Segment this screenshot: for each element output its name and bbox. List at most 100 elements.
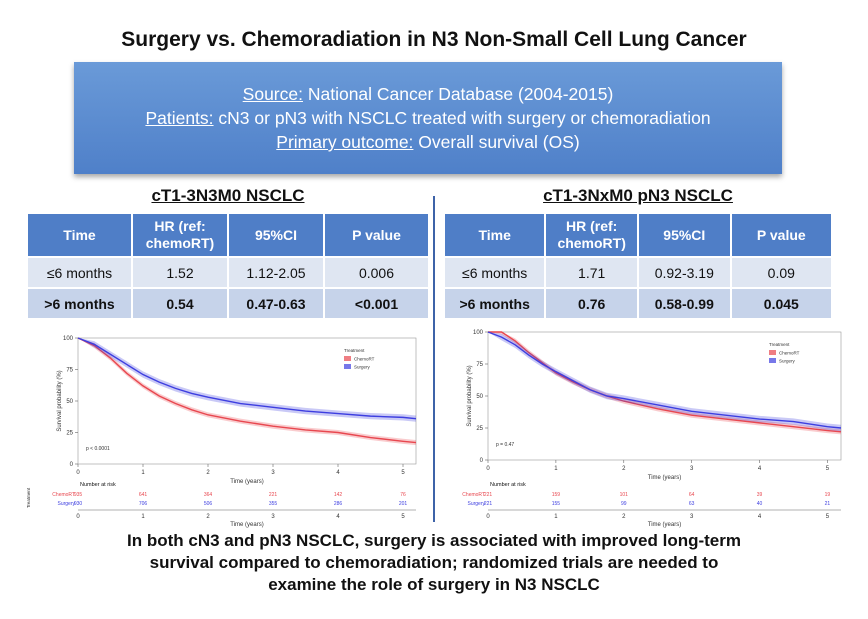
risk-x-tick-label: 0 — [76, 514, 80, 520]
risk-value: 159 — [552, 492, 561, 498]
y-tick-label: 75 — [66, 368, 73, 374]
source-label: Source: — [242, 84, 303, 104]
legend-entry: ChemoRT — [779, 351, 800, 356]
study-summary-banner: Source: National Cancer Database (2004-2… — [74, 62, 782, 174]
table-cell: 0.09 — [730, 256, 831, 288]
risk-x-tick-label: 2 — [206, 514, 210, 520]
risk-x-tick-label: 4 — [336, 514, 340, 520]
risk-value: 221 — [484, 492, 493, 498]
risk-value: 76 — [400, 492, 406, 498]
x-tick-label: 4 — [758, 466, 762, 472]
conclusion-line: examine the role of surgery in N3 NSCLC — [268, 575, 600, 594]
conclusion-line: survival compared to chemoradiation; ran… — [149, 553, 719, 572]
legend-title: Treatment — [344, 348, 365, 353]
table-cell: 1.71 — [545, 256, 639, 288]
risk-value: 221 — [269, 492, 278, 498]
risk-value: 142 — [334, 492, 343, 498]
x-axis-label: Time (years) — [230, 479, 263, 485]
slide-title: Surgery vs. Chemoradiation in N3 Non-Sma… — [121, 28, 747, 51]
risk-value: 506 — [204, 501, 213, 507]
plot-area — [77, 337, 417, 465]
risk-x-tick-label: 1 — [554, 514, 558, 520]
legend-entry: Surgery — [779, 359, 796, 364]
table-cell: 0.47-0.63 — [228, 287, 325, 318]
table-cell: 0.045 — [730, 287, 831, 318]
risk-row-label: ChemoRT — [462, 492, 485, 498]
table-cell: ≤6 months — [445, 256, 547, 288]
panel-pn3: cT1-3NxM0 pN3 NSCLC Time HR (ref: chemoR… — [445, 186, 831, 318]
table-header-row: Time HR (ref: chemoRT) 95%CI P value — [28, 214, 428, 257]
column-header: HR (ref: chemoRT) — [545, 214, 639, 257]
column-header: 95%CI — [637, 214, 732, 257]
table-header-row: Time HR (ref: chemoRT) 95%CI P value — [445, 214, 831, 257]
p-value: p < 0.0001 — [86, 446, 110, 452]
risk-x-tick-label: 1 — [141, 514, 145, 520]
legend-entry: Surgery — [354, 365, 371, 370]
patients-line: Patients: cN3 or pN3 with NSCLC treated … — [74, 106, 782, 130]
survival-curve — [77, 337, 417, 420]
risk-value: 930 — [74, 501, 83, 507]
risk-value: 201 — [399, 501, 408, 507]
risk-value: 221 — [484, 501, 493, 507]
column-header: HR (ref: chemoRT) — [132, 214, 229, 257]
risk-value: 21 — [825, 501, 831, 507]
y-tick-label: 100 — [63, 336, 74, 342]
legend-swatch — [769, 358, 776, 363]
legend-entry: ChemoRT — [354, 357, 375, 362]
x-tick-label: 3 — [271, 470, 275, 476]
plot-area — [487, 331, 842, 461]
column-header: Time — [28, 214, 133, 257]
risk-value: 364 — [204, 492, 213, 498]
risk-value: 641 — [139, 492, 148, 498]
risk-x-axis-label: Time (years) — [648, 522, 681, 528]
risk-value: 706 — [139, 501, 148, 507]
y-axis-label: Survival probability (%) — [57, 370, 63, 431]
table-cell: <0.001 — [324, 287, 428, 318]
risk-x-tick-label: 5 — [826, 514, 830, 520]
hazard-ratio-table: Time HR (ref: chemoRT) 95%CI P value ≤6 … — [445, 214, 831, 318]
y-tick-label: 0 — [480, 458, 484, 464]
conclusion-line: In both cN3 and pN3 NSCLC, surgery is as… — [127, 531, 741, 550]
x-tick-label: 1 — [141, 470, 145, 476]
y-tick-label: 25 — [476, 426, 483, 432]
table-cell: ≤6 months — [28, 256, 133, 288]
table-cell: >6 months — [445, 287, 547, 318]
risk-value: 101 — [620, 492, 629, 498]
legend-swatch — [344, 364, 351, 369]
legend-title: Treatment — [769, 342, 790, 347]
table-cell: 1.12-2.05 — [228, 256, 325, 288]
table-cell: 0.92-3.19 — [637, 256, 732, 288]
patients-text: cN3 or pN3 with NSCLC treated with surge… — [213, 108, 711, 128]
x-tick-label: 2 — [206, 470, 210, 476]
risk-table-title: Number at risk — [490, 482, 526, 488]
risk-x-tick-label: 3 — [271, 514, 275, 520]
risk-x-tick-label: 0 — [486, 514, 490, 520]
risk-row-label: ChemoRT — [52, 492, 75, 498]
risk-value: 286 — [334, 501, 343, 507]
risk-x-tick-label: 2 — [622, 514, 626, 520]
p-value: p = 0.47 — [496, 442, 514, 448]
x-tick-label: 0 — [76, 470, 80, 476]
confidence-band — [78, 338, 416, 446]
y-tick-label: 50 — [476, 394, 483, 400]
conclusion: In both cN3 and pN3 NSCLC, surgery is as… — [0, 530, 868, 596]
table-cell: 0.54 — [132, 287, 229, 318]
table-row: ≤6 months 1.52 1.12-2.05 0.006 — [28, 256, 428, 288]
table-cell: 0.58-0.99 — [637, 287, 732, 318]
patients-label: Patients: — [145, 108, 214, 128]
risk-x-tick-label: 3 — [690, 514, 694, 520]
x-tick-label: 3 — [690, 466, 694, 472]
panel-divider — [433, 196, 435, 522]
risk-axis-label: Treatment — [26, 487, 31, 508]
risk-value: 39 — [757, 492, 763, 498]
panel-cn3: cT1-3N3M0 NSCLC Time HR (ref: chemoRT) 9… — [28, 186, 428, 318]
y-tick-label: 25 — [66, 431, 73, 437]
confidence-band — [488, 332, 841, 432]
y-axis-label: Survival probability (%) — [467, 365, 473, 426]
table-row: ≤6 months 1.71 0.92-3.19 0.09 — [445, 256, 831, 288]
table-cell: 1.52 — [132, 256, 229, 288]
risk-value: 99 — [621, 501, 627, 507]
risk-table-title: Number at risk — [80, 482, 116, 488]
confidence-band — [78, 338, 416, 422]
